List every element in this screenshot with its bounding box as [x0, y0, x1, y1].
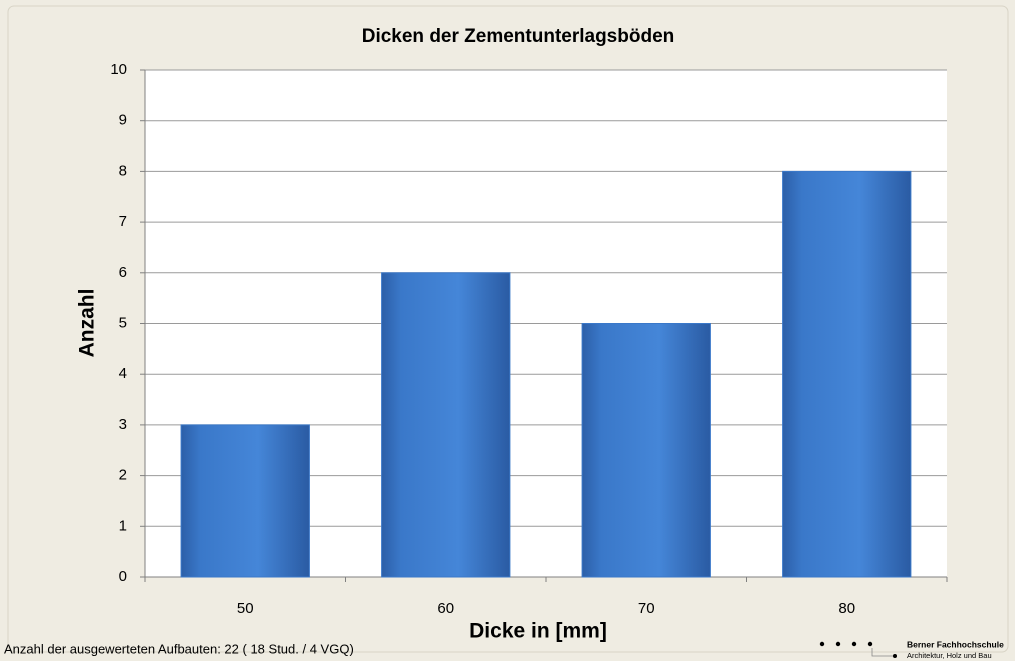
- y-axis-label: Anzahl: [76, 289, 99, 358]
- logo-department: Architektur, Holz und Bau: [907, 651, 992, 660]
- x-tick-label: 80: [838, 600, 855, 617]
- x-tick-label: 70: [638, 600, 655, 617]
- y-tick-label: 5: [119, 314, 127, 331]
- y-tick-label: 10: [110, 61, 127, 78]
- y-tick-label: 4: [119, 365, 127, 382]
- bar: [581, 323, 711, 578]
- logo-dot: [893, 654, 897, 658]
- chart-title: Dicken der Zementunterlagsböden: [362, 26, 675, 47]
- bar: [782, 170, 912, 578]
- logo: Berner Fachhochschule Architektur, Holz …: [819, 639, 1004, 660]
- y-tick-label: 0: [119, 568, 127, 585]
- x-axis-label: Dicke in [mm]: [469, 620, 607, 643]
- footnote: Anzahl der ausgewerteten Aufbauten: 22 (…: [4, 641, 354, 656]
- logo-dot: [835, 641, 841, 647]
- y-tick-label: 7: [119, 213, 127, 230]
- logo-dot: [867, 641, 873, 647]
- logo-dot: [851, 641, 857, 647]
- logo-line: [871, 648, 893, 657]
- logo-name: Berner Fachhochschule: [907, 639, 1004, 649]
- y-tick-label: 6: [119, 264, 127, 281]
- x-tick-label: 60: [437, 600, 454, 617]
- logo-dot: [819, 641, 825, 647]
- bar: [381, 272, 511, 578]
- y-tick-label: 3: [119, 416, 127, 433]
- bar: [180, 424, 310, 578]
- x-tick-label: 50: [237, 600, 254, 617]
- y-tick-label: 2: [119, 467, 127, 484]
- y-tick-label: 9: [119, 112, 127, 129]
- y-tick-label: 8: [119, 162, 127, 179]
- y-tick-label: 1: [119, 517, 127, 534]
